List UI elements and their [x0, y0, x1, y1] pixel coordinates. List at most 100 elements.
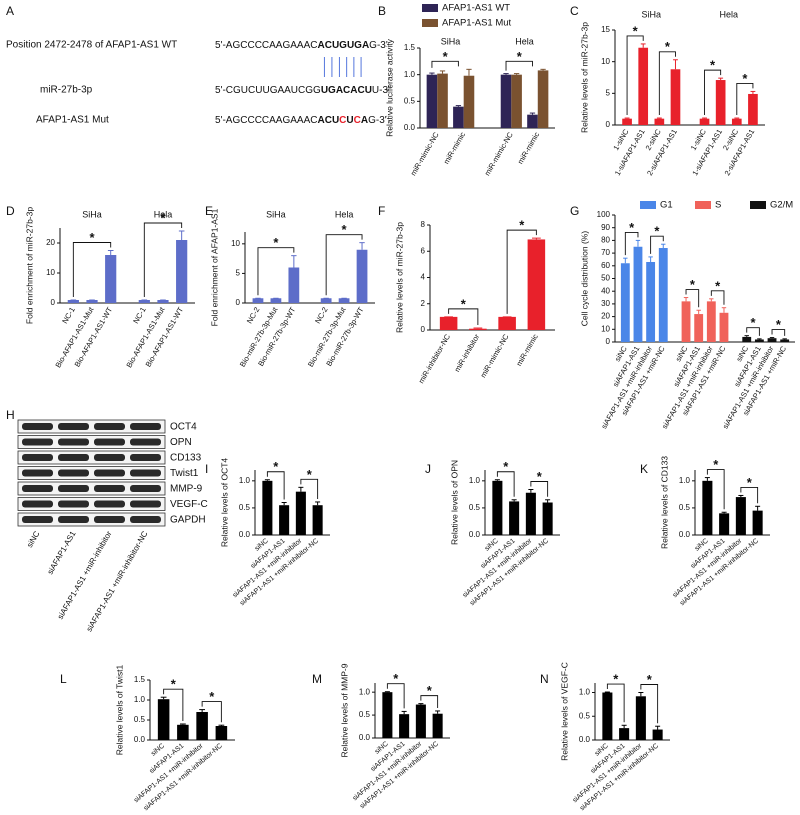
protein-label: MMP-9 — [170, 484, 203, 495]
blot-band — [94, 500, 125, 508]
blot-band — [58, 485, 89, 492]
blot-band — [130, 438, 161, 446]
sequence-segment: G-3' — [368, 115, 387, 126]
protein-label: OPN — [170, 437, 192, 448]
blot-band — [130, 500, 161, 508]
significance-bracket — [624, 231, 639, 256]
group-label: Hela — [515, 36, 534, 46]
bar — [702, 480, 713, 535]
y-tick-label: 0.0 — [469, 530, 481, 539]
y-tick-label: 8 — [421, 220, 426, 229]
significance-bracket — [325, 234, 363, 296]
bar — [320, 298, 332, 303]
bar — [252, 298, 264, 303]
panel-label: J — [425, 462, 431, 476]
bar — [752, 510, 763, 535]
blot-band — [130, 454, 161, 461]
y-tick-label: 0 — [606, 337, 611, 346]
bar — [498, 316, 516, 330]
sequence-segment: A — [361, 115, 368, 126]
protein-label: OCT4 — [170, 422, 197, 433]
y-tick-label: 70 — [601, 248, 610, 257]
legend-swatch — [695, 201, 711, 209]
significance-label: * — [342, 222, 348, 237]
bar — [432, 713, 443, 738]
significance-label: * — [629, 220, 635, 235]
sequence-segment: U-3' — [372, 85, 390, 96]
blot-frame — [17, 419, 166, 434]
y-tick-label: 1.0 — [134, 695, 146, 704]
blot-band — [22, 469, 53, 477]
y-tick-label: 1.0 — [359, 687, 371, 696]
sequence-segment: 5'-CGUCUUGAAUCGG — [215, 85, 321, 96]
blot-band — [22, 454, 53, 461]
sequence-segment: UGACACU — [321, 85, 372, 96]
bar — [86, 300, 98, 303]
significance-label: * — [160, 210, 166, 225]
blot-band — [22, 516, 53, 523]
y-axis-label: Relative levels of miR-27b-3p — [394, 222, 404, 333]
bar — [492, 480, 503, 535]
bar — [177, 724, 189, 740]
significance-label: * — [654, 224, 660, 239]
bar — [437, 73, 448, 128]
y-tick-label: 0.5 — [404, 96, 416, 105]
bar — [415, 704, 426, 738]
y-tick-label: 1.5 — [404, 43, 416, 52]
significance-label: * — [613, 671, 619, 686]
y-tick-label: 0 — [606, 120, 611, 129]
blot-frame — [17, 435, 166, 449]
bar — [654, 118, 665, 125]
bar — [780, 339, 790, 342]
significance-bracket — [771, 329, 786, 336]
legend-swatch — [422, 19, 438, 27]
significance-label: * — [690, 277, 696, 292]
legend-label: G2/M — [770, 200, 793, 211]
bar — [157, 300, 169, 303]
significance-label: * — [751, 315, 757, 330]
protein-label: CD133 — [170, 453, 202, 464]
y-tick-label: 0.0 — [134, 735, 146, 744]
y-axis-label: Fold enrichment of AFAP1-AS1 — [209, 208, 219, 326]
bar — [105, 255, 117, 303]
significance-label: * — [273, 459, 279, 474]
blot-frame — [17, 466, 166, 480]
bar — [426, 74, 438, 128]
bar — [681, 301, 691, 342]
bar — [731, 118, 742, 125]
bar — [670, 69, 681, 125]
legend-label: G1 — [660, 200, 673, 211]
bar — [453, 106, 464, 128]
significance-bracket — [386, 683, 405, 709]
y-tick-label: 1.0 — [469, 476, 481, 485]
significance-label: * — [742, 71, 748, 86]
bar — [138, 300, 150, 303]
bar — [638, 47, 649, 125]
bar — [215, 726, 228, 740]
bar — [196, 712, 208, 740]
sequence-segment: ACUGUGA — [318, 40, 370, 51]
blot-band — [58, 469, 89, 477]
y-axis-label: Relative levels of CD133 — [659, 456, 669, 549]
bar — [157, 699, 170, 740]
group-label: SiHa — [82, 209, 102, 219]
y-tick-label: 0.0 — [359, 733, 371, 742]
bar — [525, 492, 536, 535]
significance-label: * — [537, 469, 543, 484]
y-tick-label: 20 — [46, 238, 55, 247]
y-tick-label: 30 — [601, 299, 610, 308]
blot-band — [94, 454, 125, 461]
significance-bracket — [431, 60, 459, 68]
blot-frame — [17, 450, 166, 465]
bar — [312, 505, 323, 535]
y-tick-label: 15 — [601, 25, 610, 34]
y-tick-label: 0 — [236, 298, 241, 307]
blot-band — [94, 423, 125, 430]
panel-label: N — [540, 672, 549, 686]
significance-label: * — [461, 296, 467, 311]
y-tick-label: 1.0 — [679, 476, 691, 485]
bar — [635, 696, 646, 740]
y-tick-label: 0.5 — [239, 503, 251, 512]
significance-bracket — [640, 684, 659, 724]
bar — [288, 267, 300, 303]
